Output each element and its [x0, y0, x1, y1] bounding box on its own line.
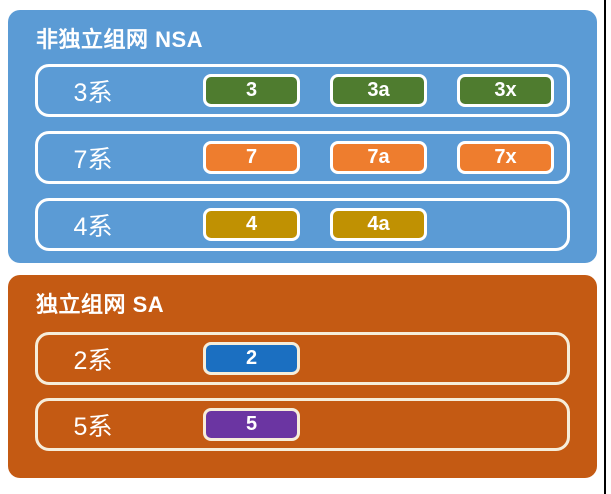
- network-group-sa: 独立组网 SA 2系 2 5系 5: [8, 275, 597, 478]
- series-rows: 3系 3 3a 3x 7系 7 7a 7x 4系 4 4a: [35, 64, 570, 265]
- option-chip-7x: 7x: [457, 141, 554, 174]
- option-chip-2: 2: [203, 342, 300, 375]
- series-label: 5系: [73, 412, 113, 441]
- option-chip-4a: 4a: [330, 208, 427, 241]
- group-title: 非独立组网 NSA: [36, 27, 204, 52]
- option-chip-5: 5: [203, 408, 300, 441]
- series-rows: 2系 2 5系 5: [35, 332, 570, 464]
- image-right-border-line: [604, 0, 606, 494]
- series-row: 3系 3 3a 3x: [35, 64, 570, 117]
- option-chip-7a: 7a: [330, 141, 427, 174]
- series-options: 3 3a 3x: [203, 74, 554, 107]
- option-chip-3x: 3x: [457, 74, 554, 107]
- option-chip-3: 3: [203, 74, 300, 107]
- series-label: 2系: [73, 346, 113, 375]
- series-row: 5系 5: [35, 398, 570, 451]
- series-options: 7 7a 7x: [203, 141, 554, 174]
- series-label: 3系: [73, 78, 113, 107]
- option-chip-3a: 3a: [330, 74, 427, 107]
- group-title: 独立组网 SA: [36, 292, 165, 317]
- series-options: 2: [203, 342, 300, 375]
- series-label: 4系: [73, 212, 113, 241]
- series-options: 4 4a: [203, 208, 427, 241]
- series-label: 7系: [73, 145, 113, 174]
- option-chip-7: 7: [203, 141, 300, 174]
- series-row: 2系 2: [35, 332, 570, 385]
- network-group-nsa: 非独立组网 NSA 3系 3 3a 3x 7系 7 7a 7x 4系 4 4a: [8, 10, 597, 263]
- series-row: 7系 7 7a 7x: [35, 131, 570, 184]
- option-chip-4: 4: [203, 208, 300, 241]
- series-options: 5: [203, 408, 300, 441]
- series-row: 4系 4 4a: [35, 198, 570, 251]
